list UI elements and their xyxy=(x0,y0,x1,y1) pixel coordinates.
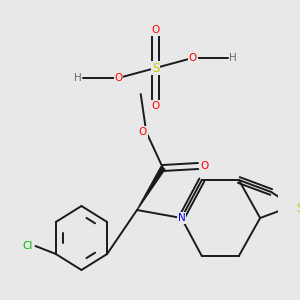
Text: O: O xyxy=(188,53,197,63)
Text: O: O xyxy=(138,127,147,137)
Text: S: S xyxy=(152,61,159,74)
Text: H: H xyxy=(74,73,82,83)
Text: H: H xyxy=(230,53,237,63)
Text: O: O xyxy=(152,25,160,35)
Text: O: O xyxy=(152,101,160,111)
Text: S: S xyxy=(296,202,300,214)
Text: N: N xyxy=(178,213,185,223)
Polygon shape xyxy=(137,167,165,210)
Text: O: O xyxy=(200,161,209,171)
Text: O: O xyxy=(114,73,123,83)
Text: Cl: Cl xyxy=(23,241,33,251)
